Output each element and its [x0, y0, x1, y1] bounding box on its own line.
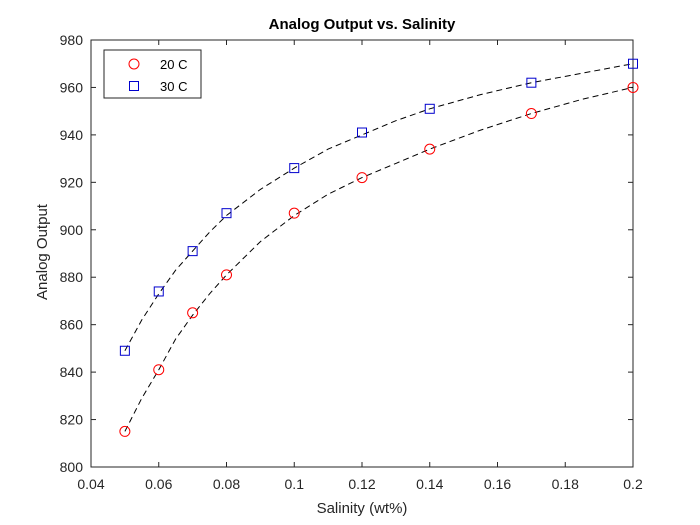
y-tick-label: 840: [60, 364, 84, 380]
fit-curve: [124, 63, 634, 352]
data-point-circle: [525, 108, 537, 120]
y-tick-label: 820: [60, 412, 84, 428]
legend-marker-square: [129, 81, 139, 91]
legend-box: [103, 49, 202, 99]
legend: 20 C 30 C: [103, 49, 202, 99]
legend-label: 20 C: [160, 57, 187, 72]
x-tick-label: 0.1: [285, 476, 305, 492]
y-tick-label: 960: [60, 79, 84, 95]
fit-curve: [124, 86, 634, 432]
data-point-square: [424, 103, 435, 114]
y-tick-label: 940: [60, 127, 84, 143]
y-tick-label: 860: [60, 317, 84, 333]
data-point-circle: [356, 172, 368, 184]
y-axis-label: Analog Output: [34, 203, 51, 300]
legend-marker-circle: [128, 58, 140, 70]
x-tick-label: 0.08: [213, 476, 240, 492]
data-point-circle: [424, 143, 436, 155]
y-tick-label: 920: [60, 174, 84, 190]
x-tick-label: 0.12: [348, 476, 375, 492]
data-point-circle: [221, 269, 232, 281]
y-tick-label: 800: [60, 459, 84, 475]
data-point-square: [187, 246, 198, 257]
data-point-square: [289, 163, 300, 174]
y-tick-label: 900: [60, 222, 84, 238]
chart-title: Analog Output vs. Salinity: [269, 16, 456, 33]
data-point-square: [153, 286, 164, 297]
x-tick-label: 0.14: [416, 476, 443, 492]
legend-label: 30 C: [160, 79, 187, 94]
x-tick-label: 0.04: [77, 476, 104, 492]
data-point-circle: [288, 207, 300, 219]
data-point-circle: [153, 364, 165, 376]
x-axis-label: Salinity (wt%): [317, 500, 408, 517]
y-tick-label: 980: [60, 32, 84, 48]
data-point-square: [526, 77, 537, 88]
y-tick-label: 880: [60, 269, 84, 285]
x-tick-label: 0.2: [623, 476, 643, 492]
data-point-square: [628, 58, 638, 69]
data-point-circle: [119, 425, 131, 437]
data-point-square: [221, 208, 232, 219]
x-tick-label: 0.16: [484, 476, 511, 492]
data-point-circle: [627, 81, 639, 93]
data-point-square: [357, 127, 367, 138]
plot-area: 0.04 0.06 0.08 0.1 0.12 0.14 0.16 0.18 0.2 800 820…: [60, 32, 643, 492]
x-tick-label: 0.18: [552, 476, 579, 492]
x-tick-label: 0.06: [145, 476, 172, 492]
data-point-circle: [187, 307, 199, 319]
data-point-square: [119, 345, 130, 356]
